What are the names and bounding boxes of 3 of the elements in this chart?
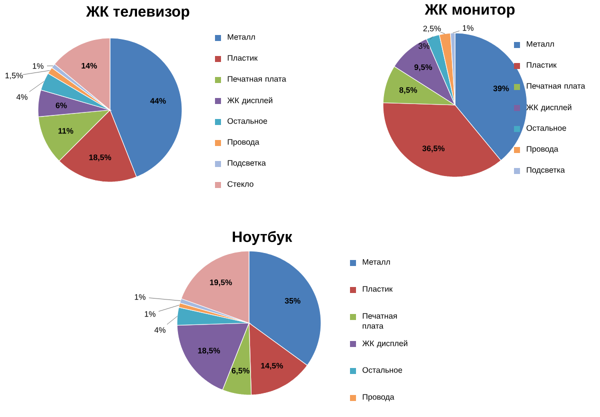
chart-title: ЖК монитор [424,4,515,18]
chart-title: ЖК телевизор [86,6,190,20]
chart-title: Ноутбук [232,230,292,246]
